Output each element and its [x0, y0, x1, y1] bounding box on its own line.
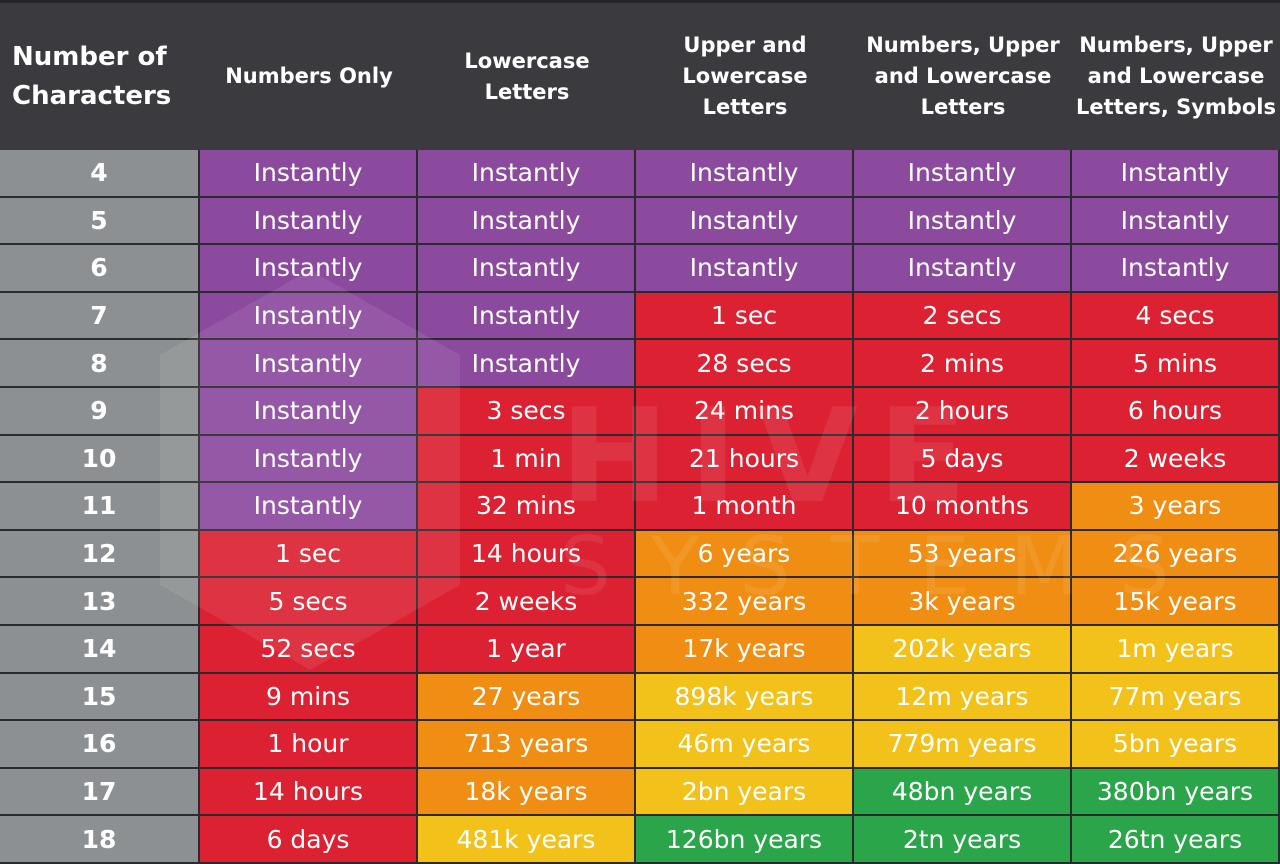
- table-cell: 28 secs: [636, 340, 854, 388]
- table-cell: 1 sec: [200, 530, 418, 579]
- table-cell: 32 mins: [418, 483, 636, 531]
- table-cell: 10 months: [854, 483, 1072, 531]
- column-header-5: Numbers, Upper and Lowercase Letters, Sy…: [1076, 33, 1276, 119]
- table-cell: 4 secs: [1072, 292, 1280, 341]
- row-label-10: 10: [0, 435, 198, 484]
- table-cell: Instantly: [418, 340, 636, 388]
- row-label-14: 14: [0, 626, 198, 674]
- table-cell: 26tn years: [1072, 816, 1280, 864]
- table-cell: 1 min: [418, 435, 636, 484]
- table-cell: 202k years: [854, 626, 1072, 674]
- table-cell: 18k years: [418, 768, 636, 817]
- table-cell: 9 mins: [200, 673, 418, 722]
- table-cell: Instantly: [200, 435, 418, 484]
- row-label-7: 7: [0, 292, 198, 341]
- table-cell: 713 years: [418, 721, 636, 769]
- table-cell: 1 sec: [636, 292, 854, 341]
- row-label-17: 17: [0, 768, 198, 817]
- table-cell: 1 year: [418, 626, 636, 674]
- table-cell: 6 hours: [1072, 388, 1280, 436]
- column-header-0: Number of Characters: [12, 41, 172, 111]
- table-cell: 17k years: [636, 626, 854, 674]
- table-cell: Instantly: [418, 197, 636, 246]
- table-cell: 5 days: [854, 435, 1072, 484]
- table-cell: 6 years: [636, 530, 854, 579]
- table-cell: 1m years: [1072, 626, 1280, 674]
- table-cell: 6 days: [200, 816, 418, 864]
- table-cell: Instantly: [854, 197, 1072, 246]
- table-cell: Instantly: [1072, 150, 1280, 198]
- table-cell: 2tn years: [854, 816, 1072, 864]
- table-cell: 21 hours: [636, 435, 854, 484]
- table-cell: Instantly: [1072, 245, 1280, 293]
- table-cell: 2bn years: [636, 768, 854, 817]
- header-row: Number of Characters Numbers Only Lowercas…: [0, 0, 1280, 150]
- row-label-12: 12: [0, 530, 198, 579]
- column-header-2: Lowercase Letters: [464, 48, 590, 104]
- table-cell: Instantly: [200, 388, 418, 436]
- row-label-4: 4: [0, 150, 198, 198]
- table-cell: 779m years: [854, 721, 1072, 769]
- column-header-1: Numbers Only: [225, 64, 393, 88]
- table-cell: 52 secs: [200, 626, 418, 674]
- table-cell: 2 weeks: [418, 578, 636, 626]
- row-label-13: 13: [0, 578, 198, 626]
- table-cell: 5bn years: [1072, 721, 1280, 769]
- table-cell: 12m years: [854, 673, 1072, 722]
- table-cell: 226 years: [1072, 530, 1280, 579]
- table-cell: 2 weeks: [1072, 435, 1280, 484]
- table-cell: 2 hours: [854, 388, 1072, 436]
- column-header-3: Upper and Lowercase Letters: [682, 33, 808, 119]
- table-cell: 27 years: [418, 673, 636, 722]
- row-label-9: 9: [0, 388, 198, 436]
- table-cell: Instantly: [200, 483, 418, 531]
- table-cell: 1 hour: [200, 721, 418, 769]
- table-cell: 46m years: [636, 721, 854, 769]
- table-cell: 5 secs: [200, 578, 418, 626]
- table-cell: Instantly: [636, 245, 854, 293]
- table-cell: 15k years: [1072, 578, 1280, 626]
- table-cell: 5 mins: [1072, 340, 1280, 388]
- table-cell: 24 mins: [636, 388, 854, 436]
- row-label-18: 18: [0, 816, 198, 864]
- table-cell: 481k years: [418, 816, 636, 864]
- column-header-4: Numbers, Upper and Lowercase Letters: [866, 33, 1060, 119]
- table-cell: 53 years: [854, 530, 1072, 579]
- table-cell: 380bn years: [1072, 768, 1280, 817]
- table-cell: Instantly: [200, 197, 418, 246]
- table-cell: 1 month: [636, 483, 854, 531]
- table-cell: Instantly: [1072, 197, 1280, 246]
- table-cell: 77m years: [1072, 673, 1280, 722]
- row-label-15: 15: [0, 673, 198, 722]
- table-cell: Instantly: [200, 150, 418, 198]
- table-cell: Instantly: [636, 197, 854, 246]
- table-cell: 126bn years: [636, 816, 854, 864]
- table-cell: 48bn years: [854, 768, 1072, 817]
- table-cell: Instantly: [200, 340, 418, 388]
- table-cell: Instantly: [636, 150, 854, 198]
- table-cell: 898k years: [636, 673, 854, 722]
- row-label-6: 6: [0, 245, 198, 293]
- table-cell: Instantly: [200, 292, 418, 341]
- table-cell: Instantly: [418, 292, 636, 341]
- table-cell: Instantly: [200, 245, 418, 293]
- table-cell: 332 years: [636, 578, 854, 626]
- table-cell: Instantly: [854, 245, 1072, 293]
- table-cell: Instantly: [418, 245, 636, 293]
- table-cell: Instantly: [418, 150, 636, 198]
- table-cell: 2 mins: [854, 340, 1072, 388]
- row-label-8: 8: [0, 340, 198, 388]
- table-cell: 3k years: [854, 578, 1072, 626]
- row-label-11: 11: [0, 483, 198, 531]
- table-cell: 14 hours: [418, 530, 636, 579]
- row-label-5: 5: [0, 197, 198, 246]
- table-cell: 3 secs: [418, 388, 636, 436]
- table-cell: 3 years: [1072, 483, 1280, 531]
- table-cell: 2 secs: [854, 292, 1072, 341]
- row-label-16: 16: [0, 721, 198, 769]
- table-cell: Instantly: [854, 150, 1072, 198]
- table-cell: 14 hours: [200, 768, 418, 817]
